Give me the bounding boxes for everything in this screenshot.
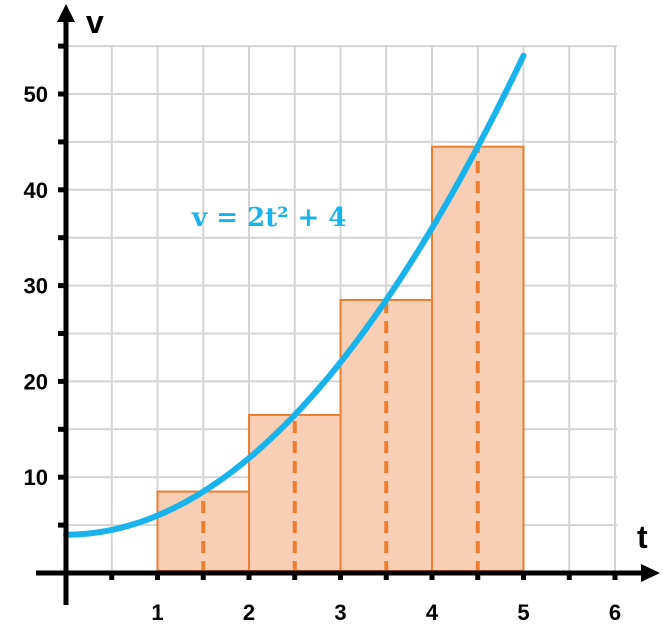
y-tick-label: 50 xyxy=(24,82,48,107)
y-tick-label: 20 xyxy=(24,369,48,394)
function-curve xyxy=(63,52,527,538)
y-tick-label: 10 xyxy=(24,465,48,490)
x-tick-label: 2 xyxy=(243,600,255,625)
x-tick-label: 3 xyxy=(334,600,346,625)
y-tick-label: 30 xyxy=(24,274,48,299)
x-axis-arrow-icon xyxy=(641,564,660,582)
x-axis-title: t xyxy=(637,519,648,555)
x-tick-label: 1 xyxy=(151,600,163,625)
labels: v = 2t² + 4 v t xyxy=(86,4,648,555)
curve-equation-label: v = 2t² + 4 xyxy=(191,203,346,233)
x-tick-label: 4 xyxy=(426,600,439,625)
y-axis-title: v xyxy=(86,4,104,40)
bar xyxy=(431,145,525,572)
midpoint-lines xyxy=(201,146,480,573)
x-tick-label: 6 xyxy=(609,600,621,625)
function-curve-group xyxy=(63,52,527,538)
y-axis-arrow-icon xyxy=(57,4,75,22)
ticks: 1 2 3 4 5 6 10 20 30 40 50 xyxy=(24,43,621,625)
y-tick-label: 40 xyxy=(24,178,48,203)
x-tick-label: 5 xyxy=(517,600,529,625)
